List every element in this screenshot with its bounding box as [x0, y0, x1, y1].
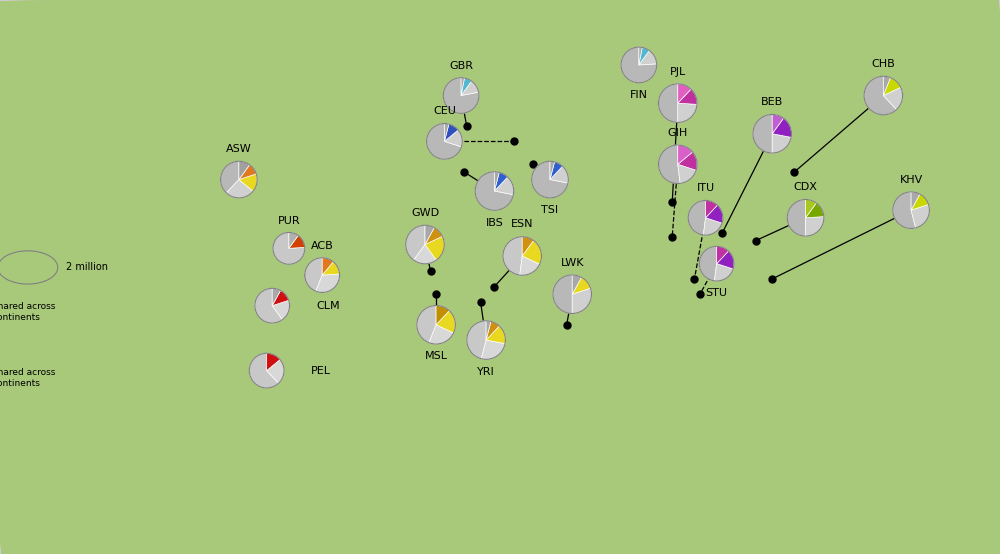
Text: CLM: CLM: [316, 301, 340, 311]
Text: CDX: CDX: [794, 182, 817, 192]
Text: KHV: KHV: [899, 175, 923, 184]
Text: GWD: GWD: [411, 208, 439, 218]
Text: IBS: IBS: [486, 218, 503, 228]
Text: STU: STU: [706, 288, 728, 298]
Text: ACB: ACB: [311, 241, 334, 251]
Text: BEB: BEB: [761, 97, 783, 107]
Text: YRI: YRI: [477, 367, 495, 377]
Text: GIH: GIH: [668, 128, 688, 138]
Text: PUR: PUR: [278, 216, 300, 225]
Text: ITU: ITU: [696, 183, 715, 193]
Text: TSI: TSI: [541, 205, 559, 215]
Text: CEU: CEU: [433, 106, 456, 116]
Text: FIN: FIN: [630, 90, 648, 100]
Text: GBR: GBR: [449, 60, 473, 70]
Text: MSL: MSL: [425, 351, 448, 361]
Text: PJL: PJL: [670, 66, 686, 76]
Text: 2 million: 2 million: [66, 263, 108, 273]
Text: LWK: LWK: [560, 258, 584, 268]
Text: ASW: ASW: [226, 144, 252, 154]
Text: shared across
continents: shared across continents: [0, 302, 55, 322]
Text: ESN: ESN: [511, 219, 533, 229]
Text: PEL: PEL: [311, 366, 331, 376]
Text: CHB: CHB: [871, 59, 895, 69]
Text: shared across
continents: shared across continents: [0, 368, 55, 388]
